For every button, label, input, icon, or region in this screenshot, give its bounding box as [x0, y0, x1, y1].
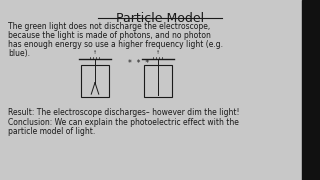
Text: Result: The electroscope discharges– however dim the light!: Result: The electroscope discharges– how… — [8, 108, 239, 117]
Bar — [144, 65, 172, 97]
Text: blue).: blue). — [8, 49, 30, 58]
Text: Conclusion: We can explain the photoelectric effect with the: Conclusion: We can explain the photoelec… — [8, 118, 239, 127]
Text: because the light is made of photons, and no photon: because the light is made of photons, an… — [8, 31, 211, 40]
Bar — [81, 65, 109, 97]
Text: ↑: ↑ — [93, 51, 97, 55]
Text: has enough energy so use a higher frequency light (e.g.: has enough energy so use a higher freque… — [8, 40, 223, 49]
Text: ↑: ↑ — [156, 51, 160, 55]
Text: Particle Model: Particle Model — [116, 12, 204, 25]
Text: The green light does not discharge the electroscope,: The green light does not discharge the e… — [8, 22, 210, 31]
Text: *  *  *: * * * — [128, 59, 149, 68]
Bar — [302, 0, 320, 180]
Text: particle model of light.: particle model of light. — [8, 127, 95, 136]
